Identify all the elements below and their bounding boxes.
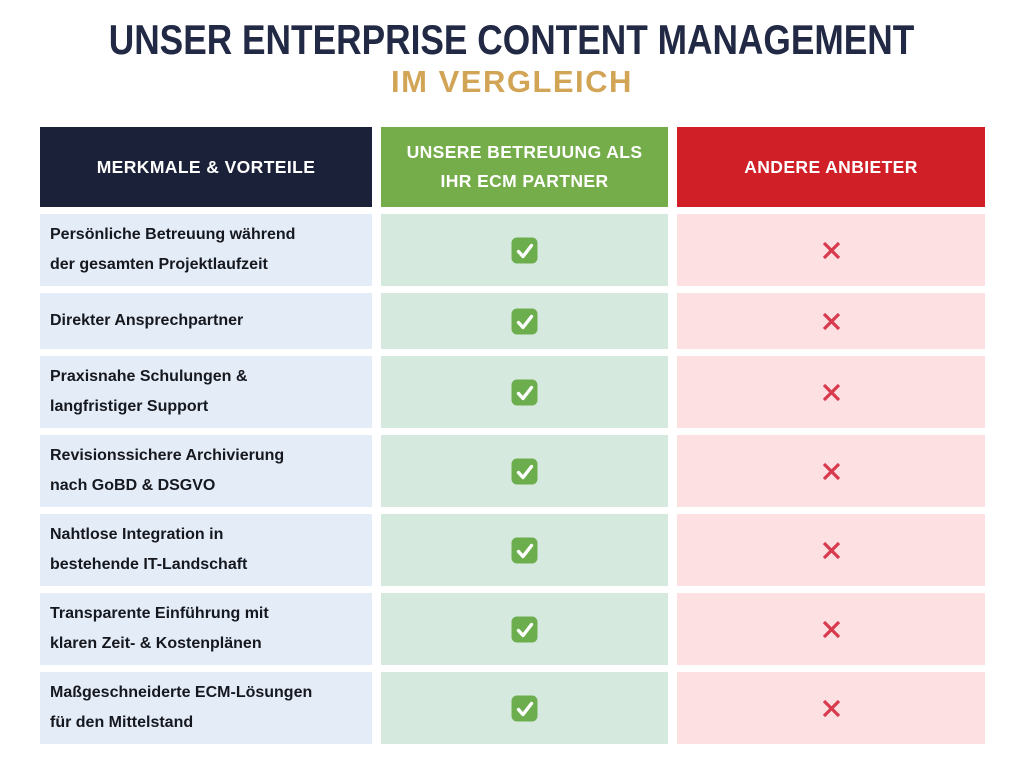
feature-line: nach GoBD & DSGVO — [50, 477, 216, 494]
header-cell-us: UNSERE BETREUUNG ALS IHR ECM PARTNER — [381, 127, 668, 207]
others-cell — [677, 293, 985, 349]
others-cell — [677, 435, 985, 507]
feature-line: langfristiger Support — [50, 398, 209, 415]
header-cell-others: ANDERE ANBIETER — [677, 127, 985, 207]
header-cell-features: MERKMALE & VORTEILE — [40, 127, 372, 207]
feature-cell: Revisionssichere Archivierung nach GoBD &… — [40, 435, 372, 507]
check-icon — [511, 379, 538, 405]
cross-icon — [822, 699, 840, 717]
check-icon — [511, 458, 538, 484]
others-cell — [677, 672, 985, 744]
check-icon — [511, 695, 538, 721]
title-text: UNSER ENTERPRISE CONTENT MANAGEMENT — [109, 16, 915, 63]
header-label-line: UNSERE BETREUUNG ALS — [406, 142, 643, 162]
cross-icon — [822, 462, 840, 480]
cross-icon — [822, 241, 840, 259]
check-icon — [511, 616, 538, 642]
feature-line: für den Mittelstand — [50, 714, 194, 731]
feature-line: Persönliche Betreuung während — [50, 226, 296, 243]
us-cell — [381, 214, 668, 286]
feature-line: Maßgeschneiderte ECM-Lösungen — [50, 684, 313, 701]
feature-cell: Persönliche Betreuung während der gesamte… — [40, 214, 372, 286]
header-label-line: ANDERE ANBIETER — [744, 156, 918, 177]
check-icon — [511, 537, 538, 563]
us-cell — [381, 356, 668, 428]
feature-cell: Transparente Einführung mit klaren Zeit- … — [40, 593, 372, 665]
others-cell — [677, 214, 985, 286]
feature-cell: Maßgeschneiderte ECM-Lösungen für den Mit… — [40, 672, 372, 744]
us-cell — [381, 672, 668, 744]
header-label-line: IHR ECM PARTNER — [440, 171, 609, 191]
header-label-line: MERKMALE & VORTEILE — [96, 156, 316, 177]
cross-icon — [822, 541, 840, 559]
others-cell — [677, 593, 985, 665]
us-cell — [381, 293, 668, 349]
feature-line: Revisionssichere Archivierung — [50, 447, 285, 464]
feature-cell: Praxisnahe Schulungen & langfristiger Sup… — [40, 356, 372, 428]
feature-line: klaren Zeit- & Kostenplänen — [50, 635, 262, 652]
us-cell — [381, 514, 668, 586]
feature-cell: Direkter Ansprechpartner — [40, 293, 372, 349]
others-cell — [677, 514, 985, 586]
others-cell — [677, 356, 985, 428]
cross-icon — [822, 383, 840, 401]
cross-icon — [822, 620, 840, 638]
check-icon — [511, 308, 538, 334]
page-subtitle: IM VERGLEICH — [391, 64, 633, 99]
feature-line: Direkter Ansprechpartner — [50, 312, 244, 329]
comparison-table: MERKMALE & VORTEILE UNSERE BETREUUNG ALS… — [40, 127, 985, 744]
feature-line: Nahtlose Integration in — [50, 526, 224, 543]
check-icon — [511, 237, 538, 263]
feature-line: bestehende IT-Landschaft — [50, 556, 248, 573]
feature-line: der gesamten Projektlaufzeit — [50, 256, 268, 273]
feature-cell: Nahtlose Integration in bestehende IT-Lan… — [40, 514, 372, 586]
page-title: UNSER ENTERPRISE CONTENT MANAGEMENT — [0, 16, 1024, 64]
feature-line: Praxisnahe Schulungen & — [50, 368, 248, 385]
feature-line: Transparente Einführung mit — [50, 605, 269, 622]
us-cell — [381, 593, 668, 665]
us-cell — [381, 435, 668, 507]
cross-icon — [822, 312, 840, 330]
